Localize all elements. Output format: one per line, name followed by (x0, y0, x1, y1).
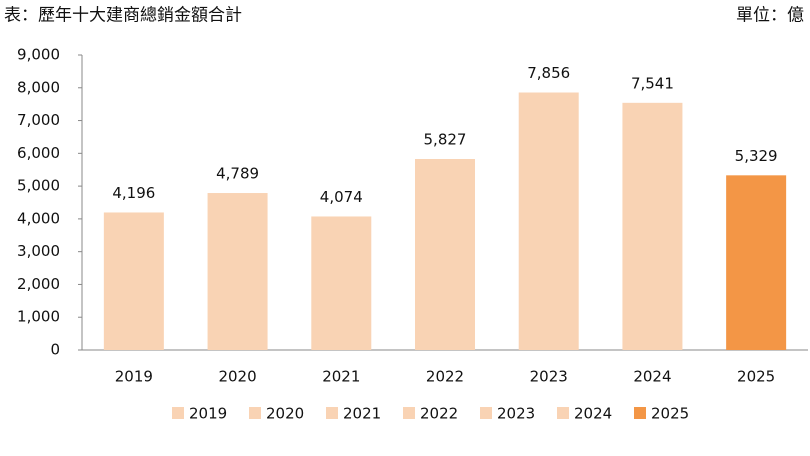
legend-swatch (480, 407, 492, 419)
legend-swatch (172, 407, 184, 419)
legend-swatch (634, 407, 646, 419)
y-tick-label: 9,000 (17, 46, 60, 64)
y-tick-label: 4,000 (17, 209, 60, 227)
legend-swatch (403, 407, 415, 419)
bar (726, 175, 787, 350)
legend-label: 2021 (343, 405, 381, 423)
y-tick-label: 6,000 (17, 144, 60, 162)
legend-label: 2022 (420, 405, 458, 423)
legend-label: 2019 (189, 405, 227, 423)
y-tick-label: 0 (50, 341, 60, 359)
bar (622, 102, 683, 350)
value-label: 7,541 (631, 74, 674, 92)
bar (103, 212, 164, 350)
x-tick-label: 2020 (218, 368, 256, 386)
y-tick-label: 2,000 (17, 275, 60, 293)
x-tick-label: 2023 (530, 368, 568, 386)
chart-title: 表：歷年十大建商總銷金額合計 (4, 6, 242, 26)
bar (518, 92, 579, 351)
legend-label: 2025 (651, 405, 689, 423)
legend-label: 2023 (497, 405, 535, 423)
x-tick-label: 2022 (426, 368, 464, 386)
y-tick-label: 3,000 (17, 242, 60, 260)
bar (207, 193, 268, 350)
unit-label: 單位：億 (736, 6, 804, 26)
legend-label: 2020 (266, 405, 304, 423)
legend-swatch (249, 407, 261, 419)
y-tick-label: 8,000 (17, 78, 60, 96)
legend-swatch (326, 407, 338, 419)
legend-swatch (557, 407, 569, 419)
y-tick-label: 1,000 (17, 308, 60, 326)
x-tick-label: 2019 (115, 368, 153, 386)
value-label: 4,074 (320, 188, 363, 206)
bar (415, 159, 475, 350)
x-tick-label: 2021 (322, 368, 360, 386)
value-label: 7,856 (527, 64, 570, 82)
value-label: 5,827 (424, 131, 467, 149)
legend-label: 2024 (574, 405, 612, 423)
y-tick-label: 5,000 (17, 177, 60, 195)
value-label: 5,329 (735, 147, 778, 165)
value-label: 4,196 (112, 184, 155, 202)
bar (311, 216, 372, 350)
value-label: 4,789 (216, 165, 259, 183)
x-tick-label: 2025 (737, 368, 775, 386)
y-tick-label: 7,000 (17, 111, 60, 129)
x-tick-label: 2024 (633, 368, 671, 386)
